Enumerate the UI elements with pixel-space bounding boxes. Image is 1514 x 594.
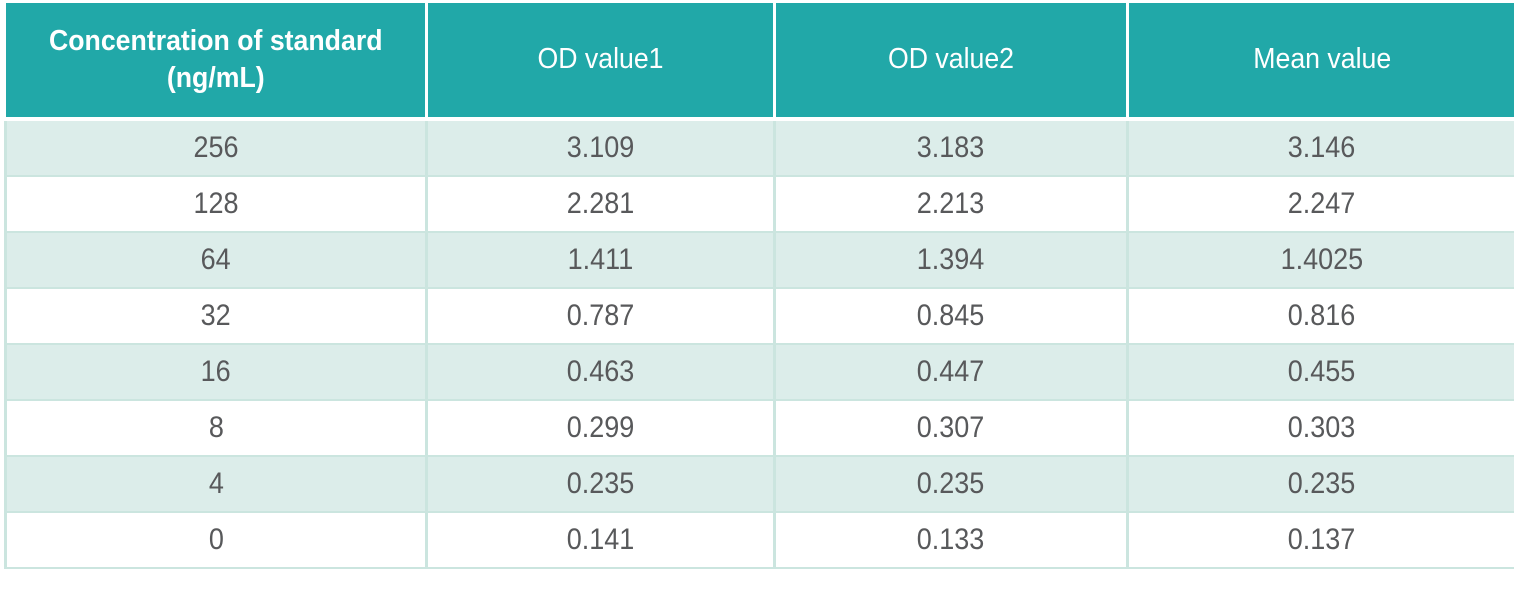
- header-label-units: (ng/mL): [166, 62, 265, 94]
- cell-mean-value: 0.137: [1126, 511, 1514, 569]
- cell-mean-value: 0.235: [1126, 455, 1514, 513]
- cell-concentration: 128: [4, 175, 428, 233]
- cell-od-value2: 0.133: [773, 511, 1129, 569]
- header-row: Concentration of standard (ng/mL) OD val…: [5, 3, 1514, 121]
- column-header-mean-value: Mean value: [1126, 3, 1514, 121]
- cell-concentration: 256: [4, 118, 428, 177]
- cell-mean-value: 3.146: [1126, 118, 1514, 177]
- cell-od-value1: 1.411: [425, 231, 776, 289]
- table-row: 32 0.787 0.845 0.816: [4, 287, 1514, 345]
- cell-concentration: 0: [4, 511, 428, 569]
- cell-mean-value: 0.816: [1126, 287, 1514, 345]
- cell-concentration: 64: [4, 231, 428, 289]
- cell-mean-value: 1.4025: [1126, 231, 1514, 289]
- cell-od-value2: 0.235: [773, 455, 1129, 513]
- cell-od-value1: 0.299: [425, 399, 776, 457]
- cell-od-value2: 1.394: [773, 231, 1129, 289]
- cell-concentration: 32: [4, 287, 428, 345]
- table-header: Concentration of standard (ng/mL) OD val…: [5, 3, 1514, 121]
- cell-mean-value: 2.247: [1126, 175, 1514, 233]
- header-label: Concentration of standard: [48, 24, 382, 57]
- cell-od-value1: 0.141: [425, 511, 776, 569]
- cell-concentration: 16: [4, 343, 428, 401]
- header-label: OD value1: [537, 43, 664, 76]
- document-page: Concentration of standard (ng/mL) OD val…: [4, 3, 1514, 569]
- table-row: 4 0.235 0.235 0.235: [4, 455, 1514, 513]
- cell-od-value2: 0.307: [773, 399, 1129, 457]
- cell-mean-value: 0.303: [1126, 399, 1514, 457]
- elisa-standard-table: Concentration of standard (ng/mL) OD val…: [4, 3, 1514, 569]
- cell-od-value2: 0.845: [773, 287, 1129, 345]
- column-header-od-value1: OD value1: [425, 3, 775, 121]
- cell-od-value2: 0.447: [773, 343, 1129, 401]
- table-row: 64 1.411 1.394 1.4025: [4, 231, 1514, 289]
- table-row: 0 0.141 0.133 0.137: [4, 511, 1514, 569]
- cell-od-value1: 0.787: [425, 287, 776, 345]
- cell-od-value2: 3.183: [773, 118, 1129, 177]
- cell-concentration: 4: [4, 455, 428, 513]
- table-row: 16 0.463 0.447 0.455: [4, 343, 1514, 401]
- header-label: Mean value: [1253, 43, 1392, 76]
- table-row: 256 3.109 3.183 3.146: [4, 118, 1514, 177]
- cell-od-value2: 2.213: [773, 175, 1129, 233]
- column-header-concentration: Concentration of standard (ng/mL): [5, 3, 427, 121]
- table-row: 8 0.299 0.307 0.303: [4, 399, 1514, 457]
- cell-mean-value: 0.455: [1126, 343, 1514, 401]
- column-header-od-value2: OD value2: [773, 3, 1128, 121]
- cell-od-value1: 0.463: [425, 343, 776, 401]
- cell-od-value1: 2.281: [425, 175, 776, 233]
- table-row: 128 2.281 2.213 2.247: [4, 175, 1514, 233]
- table-body: 256 3.109 3.183 3.146 128 2.281 2.213 2.…: [4, 118, 1514, 569]
- cell-concentration: 8: [4, 399, 428, 457]
- cell-od-value1: 0.235: [425, 455, 776, 513]
- header-label: OD value2: [887, 43, 1015, 76]
- cell-od-value1: 3.109: [425, 118, 776, 177]
